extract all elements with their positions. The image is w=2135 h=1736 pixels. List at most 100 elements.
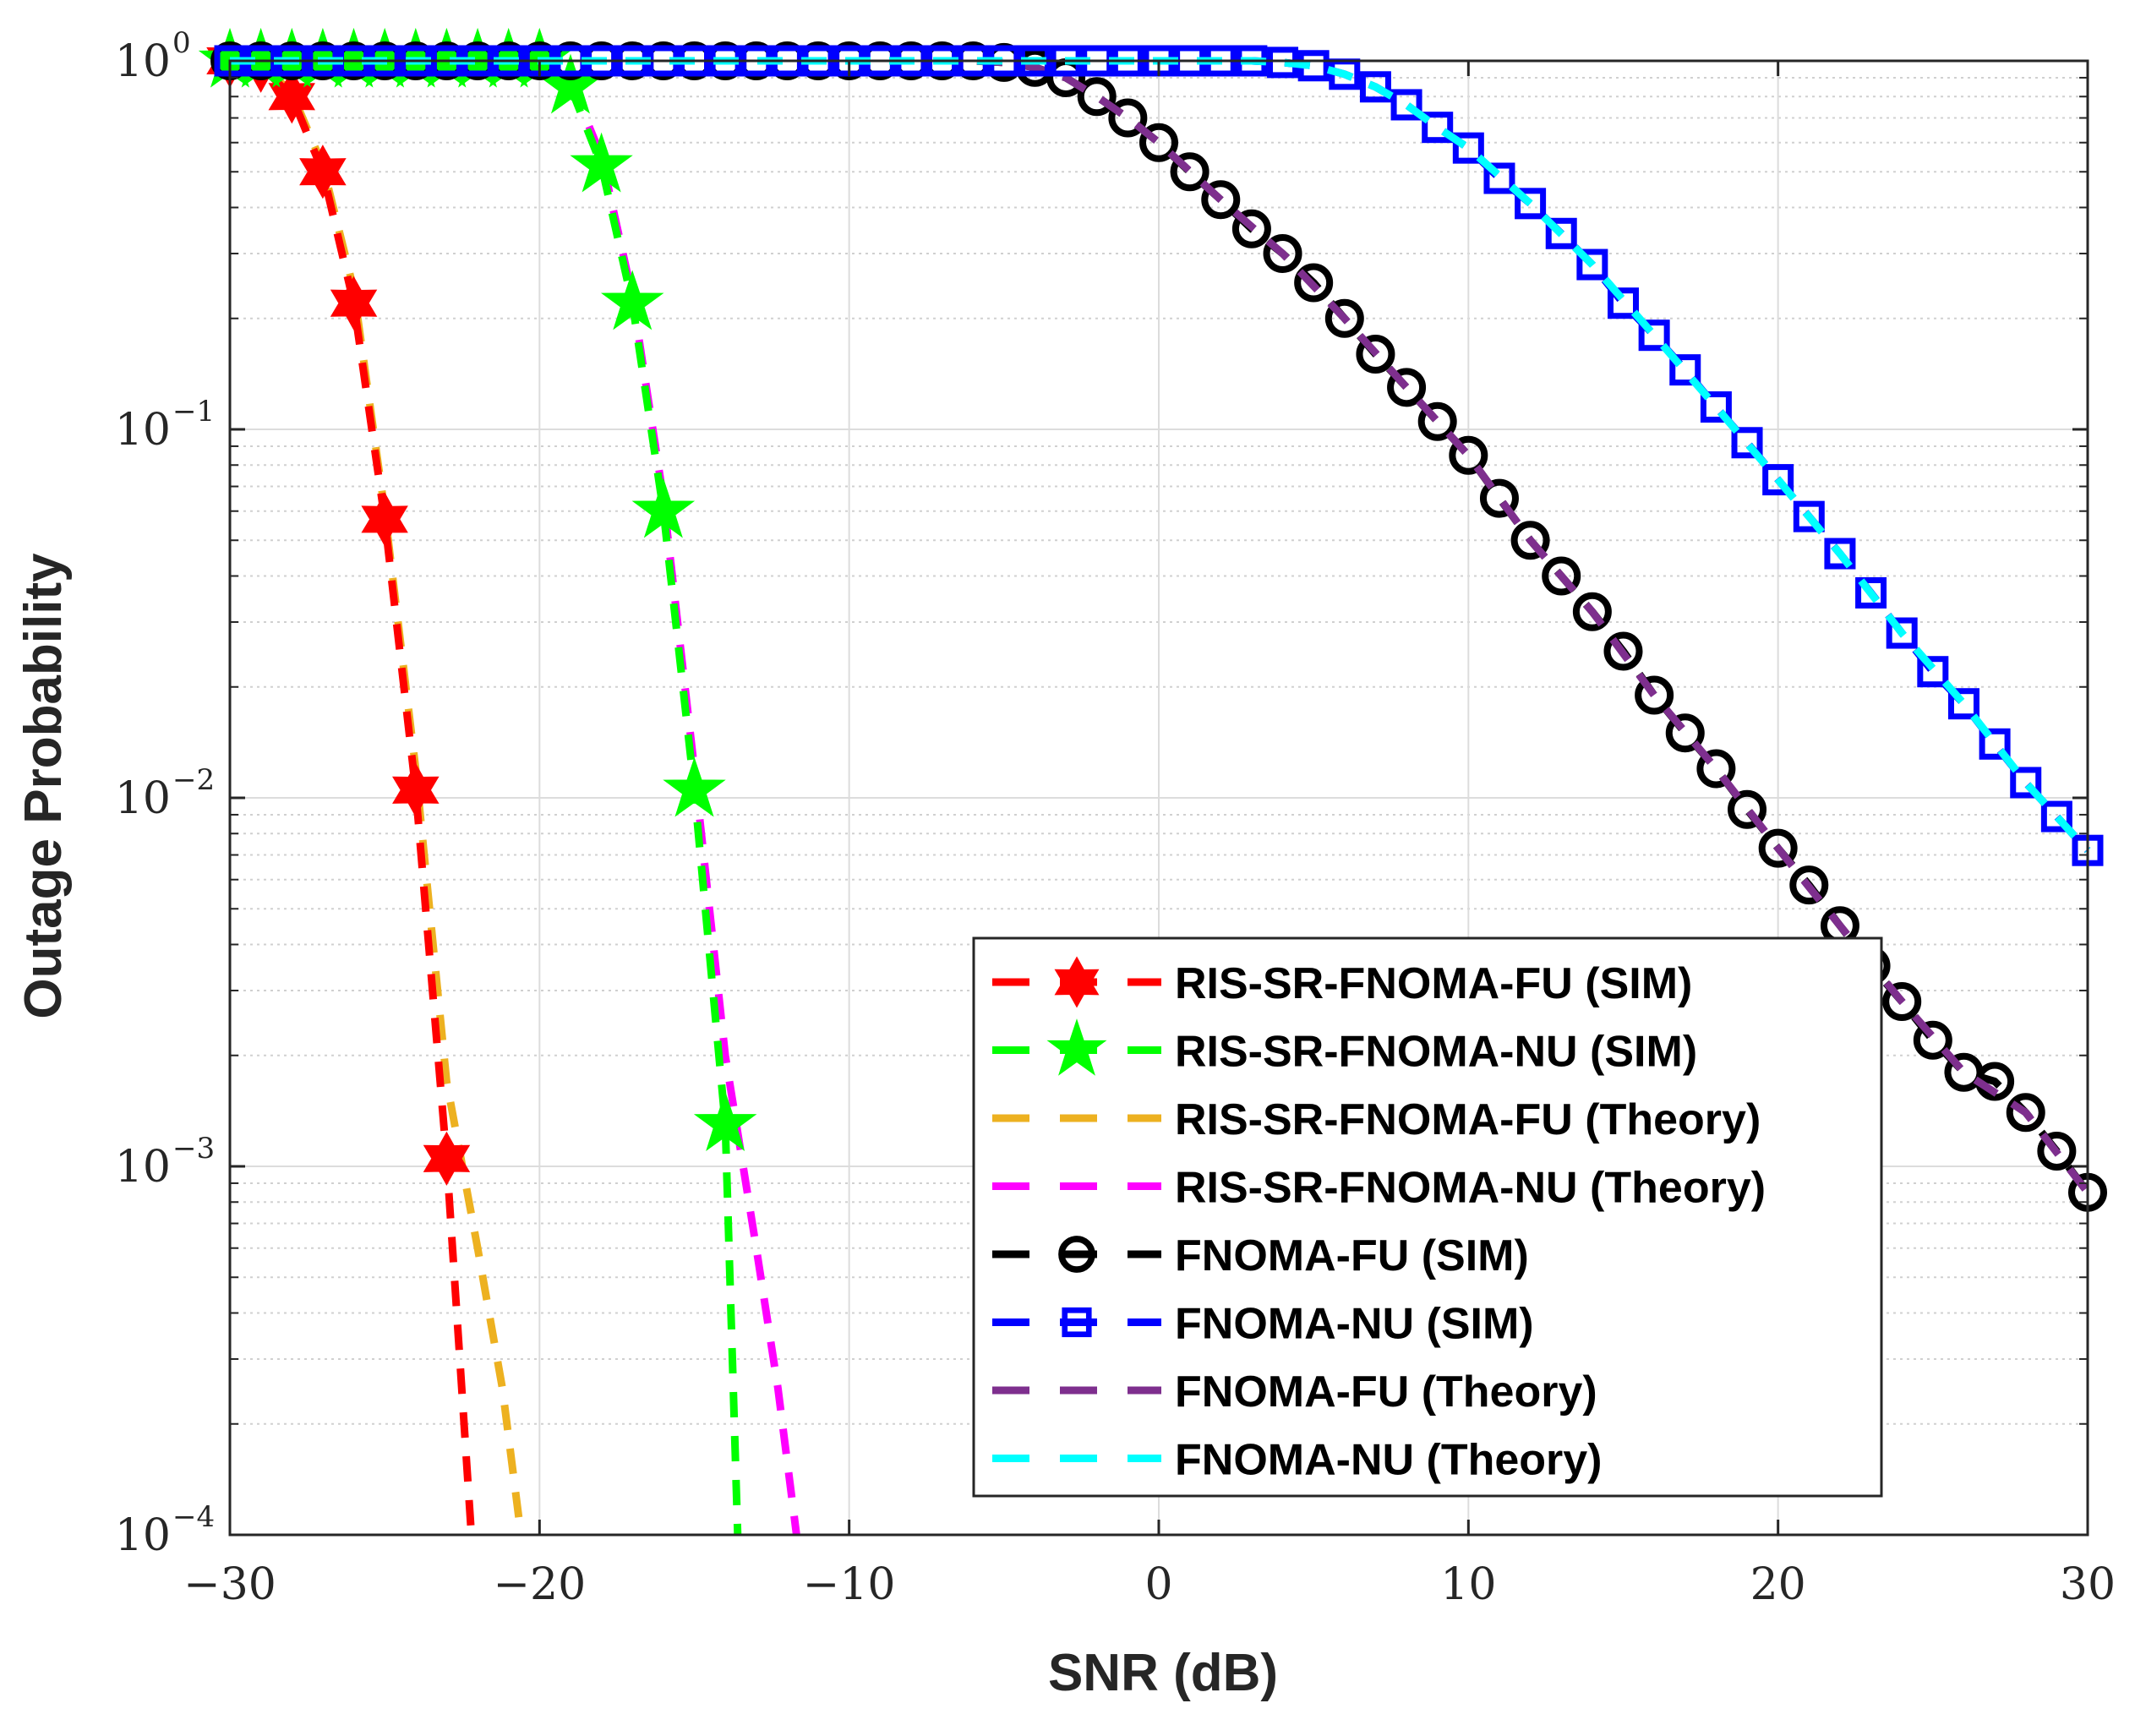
x-tick-label: 20 [1750,1559,1806,1610]
data-point-marker [1917,656,1949,688]
data-point-marker [1324,298,1364,338]
data-point-marker [1882,982,1922,1022]
data-point-marker [1058,1236,1095,1273]
x-axis-tick-labels: −30 −20 −10 0 10 20 30 [183,1559,2116,1610]
data-point-marker [1062,1307,1092,1338]
data-point-marker [1855,576,1887,609]
y-tick-label-base: 10 [115,1510,171,1561]
data-point-marker [1449,435,1488,475]
data-point-marker [268,69,315,124]
data-point-marker [330,276,378,330]
legend-label: FNOMA-FU (Theory) [1175,1368,1597,1417]
y-tick-label-exponent: 0 [172,26,191,60]
data-point-marker [1576,248,1608,281]
series-ris-sr-fnoma-fu-sim [206,33,476,1536]
data-point-marker [361,492,408,547]
data-point-marker [1793,500,1825,532]
data-point-marker [631,478,696,538]
y-tick-label-exponent: −3 [172,1132,215,1166]
legend-box [972,936,1883,1498]
data-point-marker [1696,749,1736,789]
data-point-marker [2037,1131,2077,1171]
y-tick-label: 10 0 [115,26,191,87]
series-ris-sr-fnoma-nu-sim [198,27,757,1536]
data-point-marker [1728,789,1767,829]
data-point-marker [1201,180,1241,220]
legend-entry: RIS-SR-FNOMA-NU (SIM) [992,1018,1697,1077]
data-point-marker [1572,592,1612,631]
y-tick-label: 10 −3 [115,1132,215,1193]
data-point-marker [693,1091,757,1151]
legend-entry: FNOMA-FU (Theory) [992,1368,1597,1417]
data-point-marker [1231,209,1271,248]
series-fnoma-nu-theory [230,57,2091,854]
data-point-marker [1356,335,1395,374]
data-point-marker [1758,828,1798,868]
data-point-marker [1913,1020,1952,1060]
axis-ticks [228,59,2089,1537]
legend: RIS-SR-FNOMA-FU (SIM) RIS-SR-FNOMA-NU (SI… [972,936,1883,1498]
y-tick-label-base: 10 [115,1142,171,1193]
data-point-marker [1479,478,1519,518]
data-point-marker [600,270,664,330]
x-tick-label: −10 [803,1559,896,1610]
data-point-marker [1789,865,1829,905]
data-point-marker [2040,800,2072,833]
data-point-marker [392,762,440,817]
data-point-marker [1390,89,1422,121]
legend-label: RIS-SR-FNOMA-FU (SIM) [1175,959,1692,1008]
data-point-marker [1417,401,1457,441]
y-tick-label-exponent: −4 [172,1500,215,1534]
x-tick-label: −20 [493,1559,586,1610]
data-point-marker [299,145,347,199]
y-tick-label-exponent: −2 [172,763,215,797]
data-point-marker [1263,233,1302,273]
data-point-marker [423,1131,471,1186]
series-line [230,57,2091,854]
legend-entry: FNOMA-NU (SIM) [992,1300,1534,1349]
data-point-marker [1046,1018,1107,1076]
data-point-marker [1638,319,1670,352]
y-tick-label: 10 −1 [115,395,215,456]
y-tick-label-exponent: −1 [172,395,215,429]
data-point-marker [1294,263,1334,303]
data-point-marker [1077,77,1117,117]
legend-entry: RIS-SR-FNOMA-FU (Theory) [992,1095,1761,1144]
data-point-marker [1483,162,1515,194]
data-point-marker [1452,132,1484,164]
data-point-marker [1108,98,1148,138]
data-point-marker [2010,767,2042,799]
x-tick-label: 30 [2060,1559,2116,1610]
data-point-marker [1387,368,1427,407]
legend-entry: RIS-SR-FNOMA-NU (Theory) [992,1164,1766,1213]
data-point-marker [1054,956,1100,1008]
legend-label: FNOMA-FU (SIM) [1175,1231,1529,1280]
data-point-marker [1762,464,1794,496]
data-point-marker [1700,391,1732,423]
y-tick-label: 10 −2 [115,763,215,824]
data-point-marker [1515,188,1547,220]
legend-entry: FNOMA-FU (SIM) [992,1231,1529,1280]
data-point-marker [1422,112,1454,144]
data-point-marker [1510,521,1550,560]
legend-label: FNOMA-NU (SIM) [1175,1300,1534,1349]
x-tick-label: 0 [1144,1559,1172,1610]
data-point-marker [1608,287,1639,319]
data-point-marker [1359,71,1391,103]
data-point-marker [2006,1093,2045,1133]
legend-entry: RIS-SR-FNOMA-FU (SIM) [992,956,1692,1008]
legend-label: RIS-SR-FNOMA-FU (Theory) [1175,1095,1761,1144]
x-axis-title: SNR (dB) [1048,1644,1278,1702]
legend-label: FNOMA-NU (Theory) [1175,1436,1603,1485]
data-point-marker [1603,631,1643,671]
data-point-marker [1947,688,1979,720]
y-tick-label: 10 −4 [115,1500,215,1561]
data-point-marker [1669,354,1701,386]
x-tick-label: 10 [1440,1559,1496,1610]
data-point-marker [1979,728,2011,760]
y-axis-title: Outage Probability [14,553,73,1019]
data-point-marker [1545,217,1577,249]
data-point-marker [1731,427,1763,459]
data-point-marker [1542,556,1581,596]
